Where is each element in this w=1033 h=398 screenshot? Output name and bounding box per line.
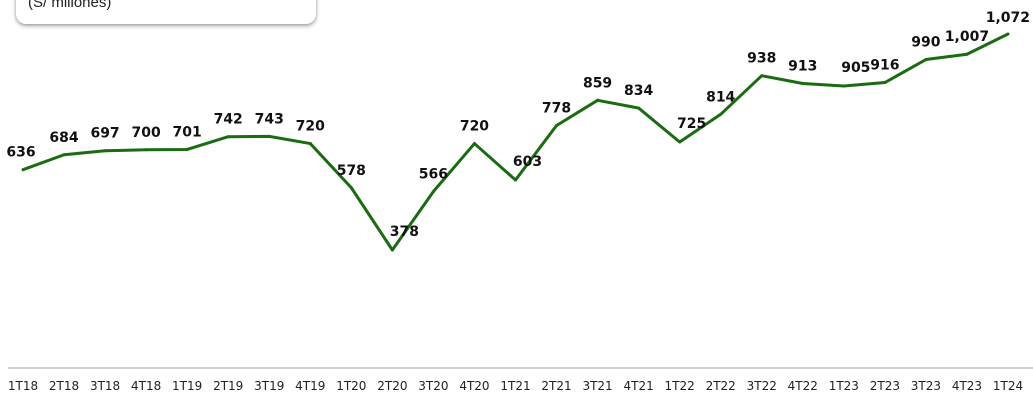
data-point xyxy=(678,140,682,144)
x-tick-label: 1T22 xyxy=(665,379,695,393)
data-point xyxy=(390,248,394,252)
data-label: 814 xyxy=(706,89,735,105)
data-label: 636 xyxy=(6,145,35,161)
x-tick-label: 4T22 xyxy=(788,379,818,393)
data-label: 700 xyxy=(132,125,161,141)
x-tick-label: 3T18 xyxy=(90,379,120,393)
data-point xyxy=(21,168,25,172)
data-point xyxy=(924,58,928,62)
x-tick-label: 3T23 xyxy=(911,379,941,393)
x-tick-label: 2T19 xyxy=(213,379,243,393)
x-tick-label: 2T18 xyxy=(49,379,79,393)
data-label: 913 xyxy=(788,58,817,74)
data-point xyxy=(965,52,969,56)
data-point xyxy=(308,142,312,146)
data-label: 990 xyxy=(911,35,940,51)
data-label: 1,072 xyxy=(986,10,1030,26)
unit-note: (S/ millones) xyxy=(28,0,112,11)
data-label: 938 xyxy=(747,51,776,67)
x-tick-label: 2T21 xyxy=(541,379,571,393)
data-label: 725 xyxy=(677,116,706,132)
data-label: 720 xyxy=(460,119,489,135)
data-label: 778 xyxy=(542,101,571,117)
data-label: 578 xyxy=(337,163,366,179)
x-tick-label: 4T23 xyxy=(952,379,982,393)
data-point xyxy=(1006,32,1010,36)
data-label: 701 xyxy=(173,124,202,140)
x-tick-label: 3T21 xyxy=(582,379,612,393)
data-point xyxy=(472,142,476,146)
data-label: 916 xyxy=(870,58,899,74)
x-tick-label: 4T21 xyxy=(624,379,654,393)
x-tick-label: 4T18 xyxy=(131,379,161,393)
data-point xyxy=(226,135,230,139)
unit-note-box: (S/ millones) xyxy=(16,0,316,24)
data-point xyxy=(349,186,353,190)
data-point xyxy=(637,106,641,110)
data-point xyxy=(596,98,600,102)
x-tick-label: 3T19 xyxy=(254,379,284,393)
x-tick-label: 2T20 xyxy=(377,379,407,393)
x-tick-label: 2T23 xyxy=(870,379,900,393)
x-tick-label: 1T21 xyxy=(500,379,530,393)
data-point xyxy=(842,84,846,88)
plot-area: 636 684 697 700 701 742 743 720 578 378 566 720 603 7… xyxy=(6,10,1030,393)
data-point xyxy=(801,81,805,85)
x-tick-label: 1T24 xyxy=(993,379,1023,393)
data-point xyxy=(62,153,66,157)
x-tick-label: 3T22 xyxy=(747,379,777,393)
x-tick-label: 1T20 xyxy=(336,379,366,393)
data-label: 378 xyxy=(390,224,419,240)
data-label: 905 xyxy=(841,60,870,76)
data-point xyxy=(185,147,189,151)
data-point xyxy=(760,74,764,78)
data-point xyxy=(719,112,723,116)
data-point xyxy=(103,149,107,153)
x-tick-label: 3T20 xyxy=(418,379,448,393)
x-tick-label: 4T19 xyxy=(295,379,325,393)
x-tick-label: 1T18 xyxy=(8,379,38,393)
data-label: 834 xyxy=(624,83,653,99)
data-point xyxy=(555,124,559,127)
data-point xyxy=(514,178,517,182)
data-label: 720 xyxy=(296,119,325,135)
data-label: 743 xyxy=(255,111,284,127)
data-point xyxy=(267,134,271,138)
data-label: 697 xyxy=(90,126,119,142)
data-label: 742 xyxy=(214,112,243,128)
data-label: 684 xyxy=(49,130,78,146)
x-tick-label: 1T23 xyxy=(829,379,859,393)
data-label: 1,007 xyxy=(945,29,989,45)
x-tick-label: 1T19 xyxy=(172,379,202,393)
x-tick-label: 4T20 xyxy=(459,379,489,393)
data-point xyxy=(144,148,148,152)
data-label: 566 xyxy=(419,166,448,182)
data-point xyxy=(883,81,887,85)
data-point xyxy=(431,189,435,193)
data-label: 603 xyxy=(513,154,542,170)
x-tick-label: 2T22 xyxy=(706,379,736,393)
data-label: 859 xyxy=(583,75,612,91)
